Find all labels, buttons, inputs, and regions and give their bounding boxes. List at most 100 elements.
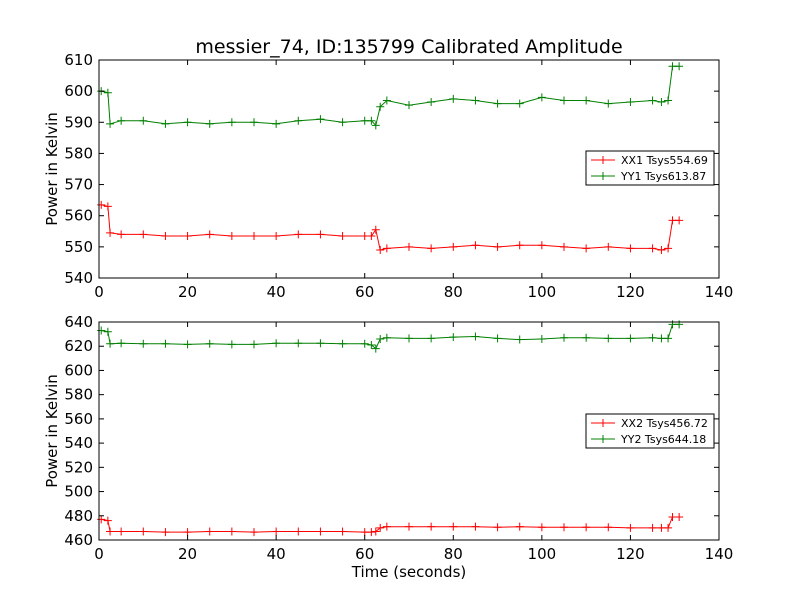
- data-point: [139, 527, 148, 536]
- data-point: [272, 527, 281, 536]
- plot-frame-2: [98, 321, 720, 541]
- data-point: [376, 334, 385, 343]
- x-tick-label: 40: [267, 545, 286, 563]
- y-tick-label: 610: [64, 51, 93, 69]
- data-point: [371, 344, 380, 353]
- data-point: [427, 522, 436, 531]
- data-point: [117, 116, 126, 125]
- x-tick-label: 0: [94, 283, 104, 301]
- data-point: [272, 339, 281, 348]
- data-point: [367, 528, 376, 537]
- data-point: [294, 230, 303, 239]
- data-point: [515, 522, 524, 531]
- data-point: [250, 528, 258, 537]
- data-point: [294, 527, 303, 536]
- data-point: [316, 527, 325, 536]
- data-point: [648, 244, 657, 253]
- data-point: [139, 339, 148, 348]
- data-point: [338, 118, 347, 127]
- data-point: [183, 231, 192, 240]
- y-tick-label: 460: [64, 531, 93, 549]
- y-tick-label: 590: [64, 113, 93, 131]
- data-point: [405, 101, 413, 110]
- x-tick-label: 140: [705, 283, 734, 301]
- plot-area-2: [97, 320, 684, 537]
- data-point: [515, 335, 524, 344]
- data-point: [205, 527, 214, 536]
- data-point: [360, 339, 369, 348]
- y-axis-label-2: Power in Kelvin: [43, 374, 61, 488]
- data-point: [376, 523, 385, 532]
- data-point: [382, 333, 391, 342]
- legend-label-xx2: XX2 Tsys456.72: [621, 417, 708, 430]
- x-tick-label: 20: [178, 545, 197, 563]
- data-point: [537, 523, 546, 532]
- data-point: [449, 333, 458, 342]
- legend-marker-yy1: [599, 172, 607, 180]
- data-point: [367, 116, 376, 125]
- data-point: [316, 115, 325, 124]
- data-point: [664, 244, 673, 253]
- data-point: [227, 527, 236, 536]
- data-point: [560, 96, 568, 105]
- chart-title: messier_74, ID:135799 Calibrated Amplitu…: [195, 36, 622, 58]
- data-point: [471, 332, 480, 341]
- y-tick-label: 500: [64, 483, 93, 501]
- data-point: [493, 334, 502, 343]
- data-point: [205, 339, 214, 348]
- data-point: [103, 88, 112, 97]
- data-point: [139, 116, 148, 125]
- x-tick-label: 80: [444, 545, 463, 563]
- data-point: [604, 242, 613, 251]
- data-point: [272, 119, 281, 128]
- x-tick-label: 120: [616, 283, 645, 301]
- data-point: [367, 231, 376, 240]
- y-tick-label: 560: [64, 207, 93, 225]
- data-point: [604, 99, 613, 108]
- data-point: [272, 231, 281, 240]
- data-point: [471, 522, 480, 531]
- data-point: [106, 339, 115, 348]
- data-point: [371, 225, 380, 234]
- y-ticks-1: 540 550 560 570 580 590 600 610: [64, 51, 719, 287]
- y-tick-label: 600: [64, 82, 93, 100]
- data-point: [227, 340, 236, 349]
- data-point: [316, 339, 325, 348]
- data-point: [427, 98, 436, 107]
- data-point: [515, 241, 524, 250]
- data-point: [560, 523, 568, 532]
- legend-label-yy1: YY1 Tsys613.87: [620, 170, 706, 183]
- data-point: [227, 231, 236, 240]
- data-point: [537, 334, 546, 343]
- data-point: [161, 119, 170, 128]
- data-point: [664, 334, 673, 343]
- data-point: [493, 99, 502, 108]
- data-point: [183, 340, 192, 349]
- data-point: [449, 242, 458, 251]
- y-axis-label-1: Power in Kelvin: [43, 112, 61, 226]
- x-ticks-2: 0 20 40 60 80 100 120 140: [94, 322, 733, 563]
- data-point: [139, 230, 148, 239]
- panel-1: messier_74, ID:135799 Calibrated Amplitu…: [43, 36, 733, 301]
- data-point: [626, 98, 635, 107]
- data-point: [471, 96, 480, 105]
- data-point: [648, 96, 657, 105]
- x-tick-label: 100: [528, 545, 557, 563]
- data-point: [582, 244, 591, 253]
- data-point: [405, 242, 413, 251]
- data-point: [205, 119, 214, 128]
- data-point: [648, 523, 657, 532]
- legend-marker-yy2: [599, 435, 607, 443]
- data-point: [493, 242, 502, 251]
- x-tick-label: 120: [616, 545, 645, 563]
- data-point: [427, 334, 436, 343]
- data-point: [664, 96, 673, 105]
- data-point: [371, 121, 380, 130]
- data-point: [493, 523, 502, 532]
- legend-marker-xx1: [599, 156, 607, 164]
- x-tick-label: 140: [705, 545, 734, 563]
- data-point: [161, 339, 170, 348]
- legend-2: XX2 Tsys456.72 YY2 Tsys644.18: [585, 413, 715, 449]
- data-point: [106, 228, 115, 237]
